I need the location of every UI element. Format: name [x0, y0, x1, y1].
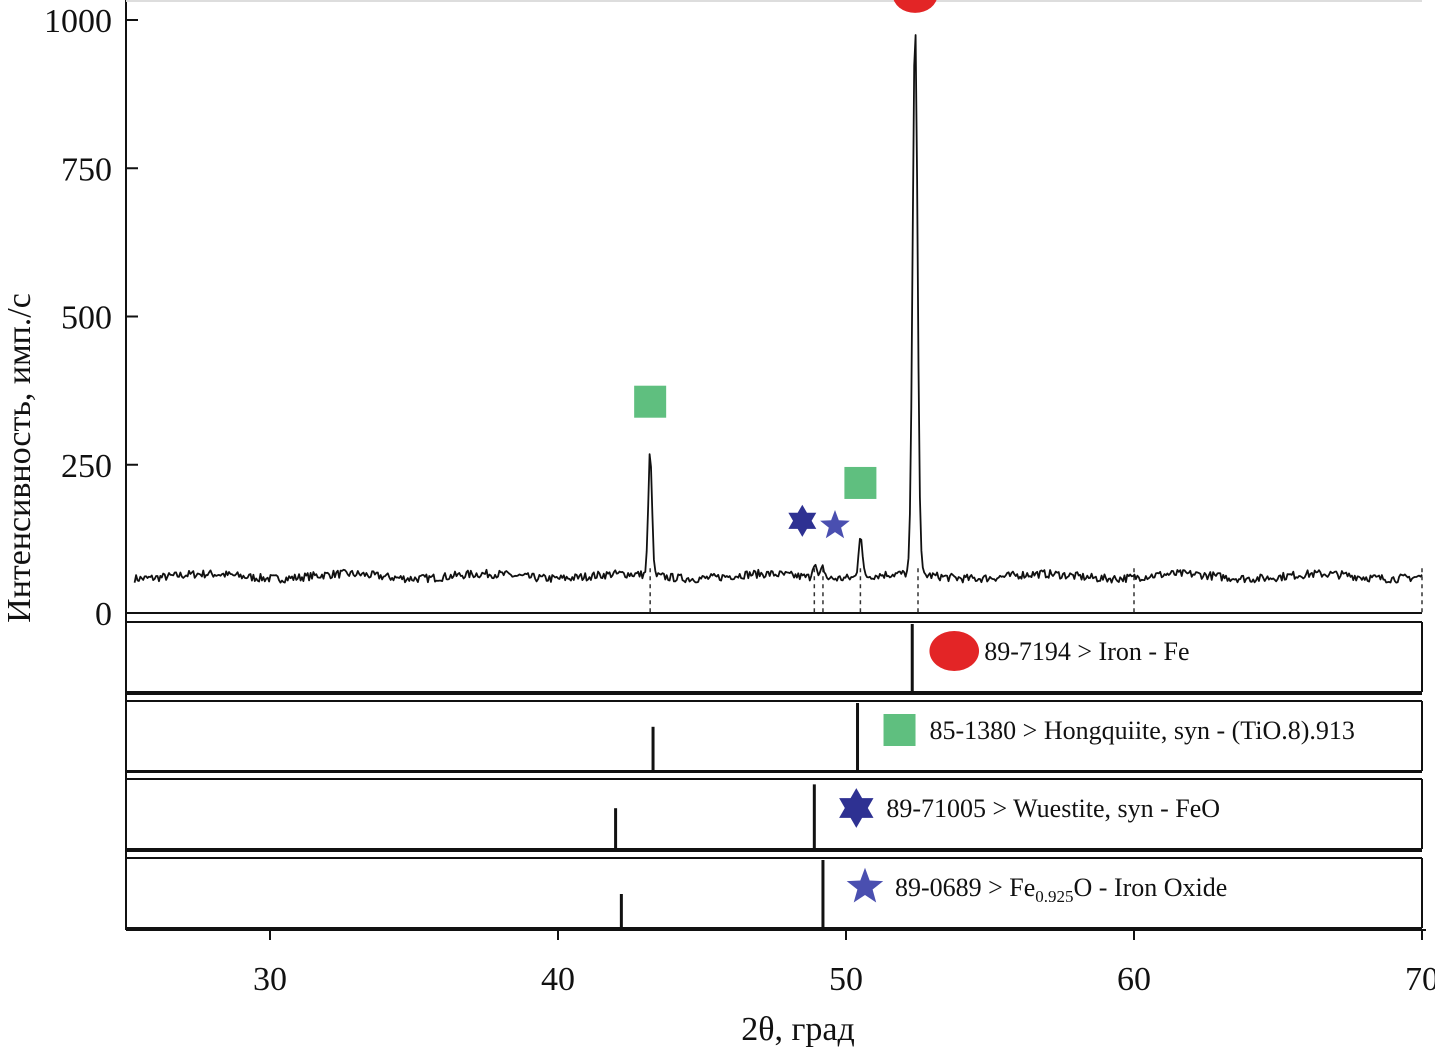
legend-marker-star5	[846, 867, 884, 903]
x-axis: 30 40 50 60 70	[126, 929, 1435, 998]
peak-marker-star5	[820, 510, 850, 539]
reference-panel: 89-71005 > Wuestite, syn - FeO	[126, 771, 1423, 850]
reference-label: 89-7194 > Iron - Fe	[984, 637, 1189, 666]
legend-marker-square	[883, 714, 916, 746]
x-tick-label: 60	[1117, 961, 1151, 998]
peak-marker-circle	[893, 0, 937, 13]
peak-marker-star6-tri-down	[788, 512, 817, 537]
peak-marker-square	[634, 385, 667, 418]
x-tick-label: 40	[541, 961, 575, 998]
main-plot-area: 0 250 500 750 1000	[44, 0, 1423, 930]
x-tick-label: 70	[1405, 961, 1435, 998]
y-tick-label: 0	[95, 596, 112, 633]
reference-panel: 89-0689 > Fe0.925O - Iron Oxide	[126, 850, 1423, 929]
legend-marker-circle	[929, 631, 980, 671]
y-tick-label: 250	[61, 448, 112, 485]
x-axis-title: 2θ, град	[741, 1011, 855, 1048]
reference-label: 89-71005 > Wuestite, syn - FeO	[886, 794, 1220, 823]
y-axis-ticks: 0 250 500 750 1000	[44, 3, 1422, 633]
reference-panel: 89-7194 > Iron - Fe	[126, 621, 1423, 693]
y-axis-title: Интенсивность, имп./с	[1, 293, 38, 623]
reference-label: 89-0689 > Fe0.925O - Iron Oxide	[895, 873, 1227, 906]
peak-marker-star6	[788, 504, 817, 537]
legend-marker-star6-tri-down	[839, 798, 874, 828]
legend-marker-star6	[839, 788, 874, 828]
x-axis-ticks: 30 40 50 60 70	[253, 930, 1435, 998]
x-tick-label: 50	[829, 961, 863, 998]
x-tick-label: 30	[253, 961, 287, 998]
xrd-pattern-line	[133, 34, 1423, 584]
reference-panel: 85-1380 > Hongquiite, syn - (TiO.8).913	[126, 693, 1423, 772]
reference-label: 85-1380 > Hongquiite, syn - (TiO.8).913	[930, 716, 1355, 745]
y-tick-label: 1000	[44, 3, 112, 40]
peak-markers	[634, 0, 937, 539]
reference-panels: 89-7194 > Iron - Fe 85-1380 > Hongquiite,…	[126, 621, 1423, 929]
y-tick-label: 750	[61, 151, 112, 188]
y-tick-label: 500	[61, 300, 112, 337]
peak-marker-square	[844, 466, 877, 499]
